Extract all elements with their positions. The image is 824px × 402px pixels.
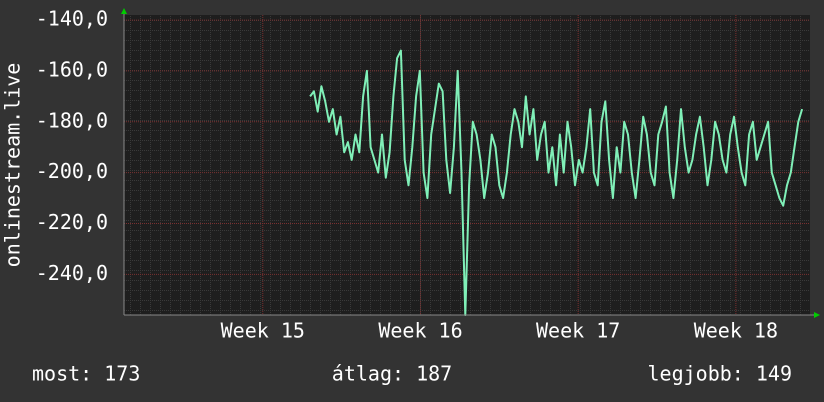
x-axis-arrow <box>814 312 820 318</box>
y-tick-label: -240,0 <box>36 261 108 285</box>
y-tick-label: -180,0 <box>36 108 108 132</box>
y-tick-label: -160,0 <box>36 57 108 81</box>
stat-average: átlag: 187 <box>332 362 452 386</box>
x-tick-label: Week 18 <box>694 319 778 343</box>
y-tick-label: -220,0 <box>36 210 108 234</box>
data-line <box>309 49 804 316</box>
y-tick-label: -140,0 <box>36 7 108 31</box>
y-axis-arrow <box>121 8 127 14</box>
x-tick-label: Week 17 <box>536 319 620 343</box>
stat-best: legjobb: 149 <box>648 362 793 386</box>
y-axis-title: onlinestream.live <box>1 63 25 268</box>
stat-current: most: 173 <box>32 362 140 386</box>
x-tick-label: Week 16 <box>378 319 462 343</box>
y-tick-label: -200,0 <box>36 159 108 183</box>
x-tick-label: Week 15 <box>221 319 305 343</box>
